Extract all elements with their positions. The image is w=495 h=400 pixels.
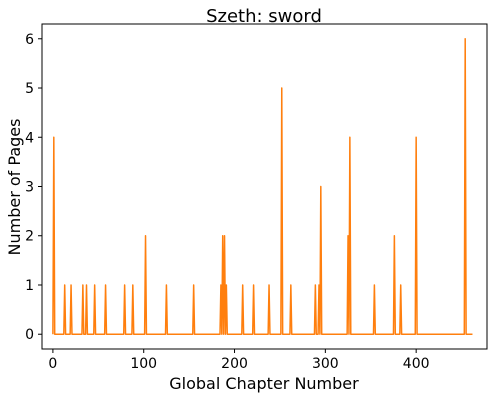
x-axis: 0 100 200 300 400 [48, 349, 430, 372]
y-tick-label: 5 [25, 81, 34, 97]
y-tick-label: 3 [25, 180, 34, 196]
x-tick-label: 200 [221, 356, 248, 372]
y-tick-label: 1 [25, 278, 34, 294]
x-axis-label: Global Chapter Number [169, 374, 359, 393]
x-tick-label: 0 [48, 356, 57, 372]
y-axis: 0 1 2 3 4 5 6 [25, 32, 42, 343]
chart-title: Szeth: sword [206, 6, 322, 27]
plot-area [52, 38, 473, 335]
plot-frame [41, 23, 488, 350]
y-tick-label: 6 [25, 32, 34, 48]
y-axis-label: Number of Pages [5, 119, 24, 256]
x-tick-label: 100 [130, 356, 157, 372]
x-tick-label: 400 [403, 356, 430, 372]
y-tick-label: 2 [25, 229, 34, 245]
y-tick-label: 4 [25, 130, 34, 146]
y-tick-label: 0 [25, 327, 34, 343]
x-tick-label: 300 [312, 356, 339, 372]
series-line [52, 38, 473, 335]
